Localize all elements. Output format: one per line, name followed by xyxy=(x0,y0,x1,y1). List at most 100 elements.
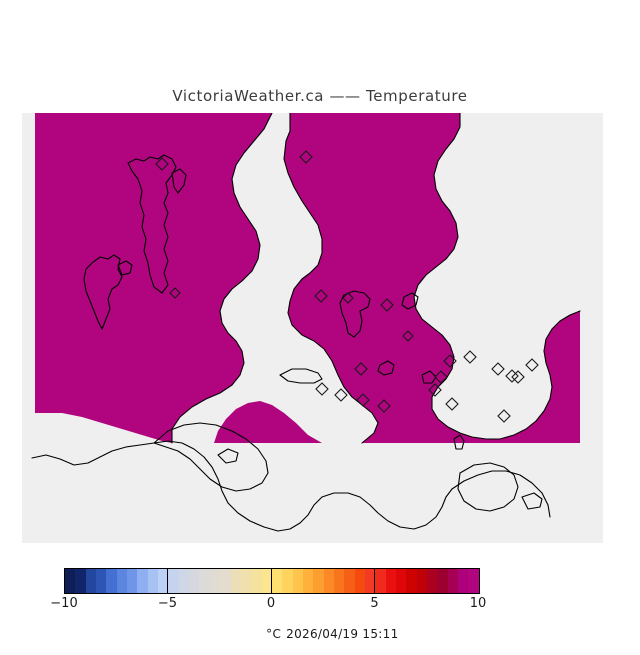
station-marker-layer[interactable] xyxy=(155,150,539,423)
colorbar-swatch-32 xyxy=(396,569,407,593)
coastline-southeast-outline xyxy=(451,470,551,518)
coastline-layer xyxy=(31,113,581,532)
temperature-field xyxy=(35,113,580,443)
inland-feature-north xyxy=(127,154,177,294)
inland-lake-central xyxy=(339,290,371,338)
colorbar-swatch-15 xyxy=(220,569,231,593)
station-marker[interactable] xyxy=(334,388,348,402)
inland-lake-far-east xyxy=(453,434,465,450)
colorbar-swatch-3 xyxy=(96,569,107,593)
station-marker[interactable] xyxy=(445,397,459,411)
inland-lake-small xyxy=(401,292,419,310)
station-marker[interactable] xyxy=(428,383,442,397)
page-title: VictoriaWeather.ca —— Temperature xyxy=(172,87,468,105)
inland-feature-west-spur xyxy=(117,260,133,276)
coastline-east-peninsula xyxy=(413,113,581,440)
station-marker[interactable] xyxy=(463,350,477,364)
station-marker[interactable] xyxy=(155,157,169,171)
colorbar-swatch-28 xyxy=(354,569,365,593)
inland-feature-north-east xyxy=(171,168,187,194)
colorbar-swatch-23 xyxy=(302,569,314,593)
inland-lake-mid xyxy=(377,360,395,376)
colorbar-swatch-11 xyxy=(178,569,190,593)
colorbar-swatch-21 xyxy=(282,569,293,593)
colorbar-swatch-35 xyxy=(427,569,438,593)
station-marker[interactable] xyxy=(497,409,511,423)
inland-feature-west xyxy=(83,254,123,330)
station-marker[interactable] xyxy=(505,369,519,383)
coastline-southern-outline xyxy=(31,440,453,532)
colorbar-swatch-16 xyxy=(230,569,241,593)
colorbar-swatch-9 xyxy=(158,569,169,593)
colorbar-swatch-24 xyxy=(313,569,324,593)
sea-mask-southwest xyxy=(35,413,172,443)
colorbar-swatch-19 xyxy=(261,569,272,593)
map-panel[interactable] xyxy=(22,113,603,543)
station-marker[interactable] xyxy=(314,289,328,303)
station-marker[interactable] xyxy=(443,354,457,368)
colorbar-swatch-37 xyxy=(447,569,459,593)
station-marker[interactable] xyxy=(491,362,505,376)
colorbar-swatch-39 xyxy=(468,569,479,593)
colorbar-swatch-22 xyxy=(292,569,303,593)
station-marker[interactable] xyxy=(402,330,414,342)
colorbar-caption: °C 2026/04/19 15:11 xyxy=(0,613,640,655)
coastline-southern-islet xyxy=(217,448,239,464)
colorbar-swatch-14 xyxy=(209,569,221,593)
station-marker[interactable] xyxy=(315,382,329,396)
station-marker[interactable] xyxy=(377,399,391,413)
colorbar-swatch-1 xyxy=(75,569,86,593)
colorbar-swatch-29 xyxy=(364,569,376,593)
colorbar-swatch-34 xyxy=(416,569,428,593)
coastline-southeast-island xyxy=(457,462,519,512)
colorbar-swatch-13 xyxy=(199,569,210,593)
inland-lake-southwest xyxy=(279,368,323,384)
map-canvas[interactable] xyxy=(22,113,603,543)
colorbar-swatch-5 xyxy=(116,569,128,593)
station-marker[interactable] xyxy=(511,370,525,384)
station-marker[interactable] xyxy=(169,287,181,299)
colorbar-tick-zero xyxy=(271,568,272,594)
station-marker[interactable] xyxy=(525,358,539,372)
colorbar-swatch-20 xyxy=(271,569,283,593)
station-marker[interactable] xyxy=(354,362,368,376)
station-marker[interactable] xyxy=(299,150,313,164)
colorbar-swatch-31 xyxy=(385,569,396,593)
colorbar-swatch-33 xyxy=(406,569,417,593)
colorbar-swatch-2 xyxy=(85,569,97,593)
weather-map-page: VictoriaWeather.ca —— Temperature xyxy=(0,87,640,641)
colorbar-label-5: 5 xyxy=(370,596,379,611)
colorbar-tick-labels: −10 −5 0 5 10 xyxy=(0,596,640,616)
colorbar-swatch-6 xyxy=(127,569,138,593)
colorbar-label-0: 0 xyxy=(266,596,276,611)
inland-lake-east-small xyxy=(421,370,437,384)
station-marker[interactable] xyxy=(356,393,370,407)
coastline-southeast-tip xyxy=(521,492,543,510)
colorbar-gradient[interactable] xyxy=(64,568,480,594)
colorbar-swatch-17 xyxy=(240,569,252,593)
colorbar-swatch-25 xyxy=(323,569,334,593)
colorbar-swatch-18 xyxy=(251,569,262,593)
colorbar-swatch-4 xyxy=(106,569,117,593)
colorbar-swatch-26 xyxy=(333,569,345,593)
colorbar-label--5: −5 xyxy=(157,596,178,611)
coastline-southern-island xyxy=(153,422,269,492)
station-marker[interactable] xyxy=(434,370,448,384)
sea-mask-central xyxy=(172,113,378,443)
colorbar-swatch-0 xyxy=(65,569,76,593)
colorbar-label--10: −10 xyxy=(50,596,78,611)
colorbar-swatch-36 xyxy=(437,569,448,593)
colorbar-units: °C xyxy=(266,627,282,641)
colorbar-swatch-8 xyxy=(147,569,159,593)
colorbar-legend[interactable]: −10 −5 0 5 10 °C 2026/04/19 15:11 xyxy=(0,560,640,641)
colorbar-tick-minus5 xyxy=(167,568,168,594)
colorbar-swatch-27 xyxy=(344,569,355,593)
coastline-main-east xyxy=(283,113,379,444)
station-marker[interactable] xyxy=(342,292,354,304)
colorbar-swatch-30 xyxy=(375,569,386,593)
colorbar-swatch-38 xyxy=(458,569,469,593)
colorbar-label-10: 10 xyxy=(469,596,487,611)
station-marker[interactable] xyxy=(380,298,394,312)
colorbar-swatch-7 xyxy=(137,569,148,593)
colorbar-swatch-12 xyxy=(189,569,200,593)
